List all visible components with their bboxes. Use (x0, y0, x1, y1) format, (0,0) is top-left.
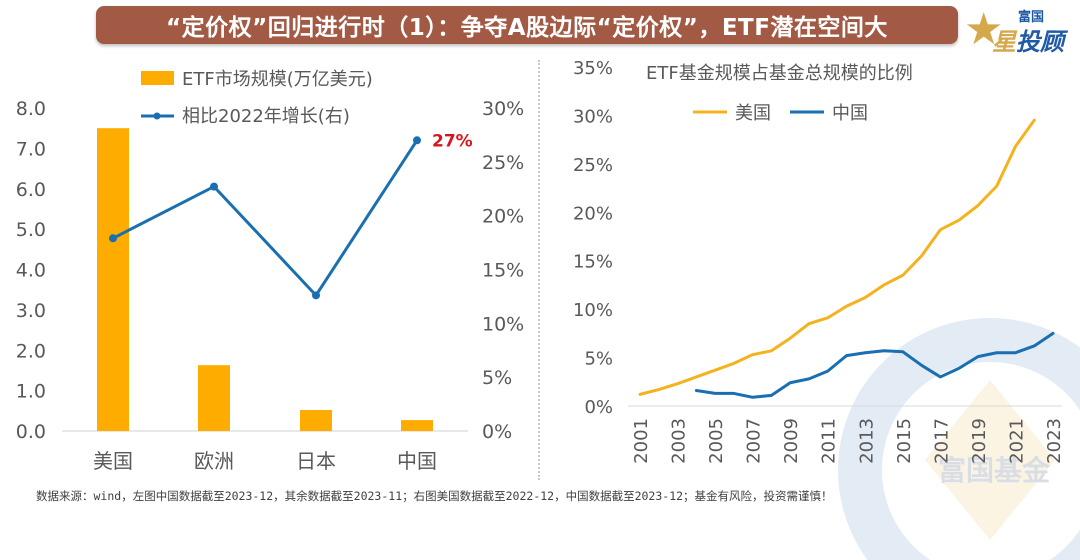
us-share-line (638, 118, 1036, 396)
right-y-axis: 0% 5% 10% 15% 20% 25% 30% (482, 98, 524, 443)
annotations: 27% (432, 131, 473, 151)
x-tick-label: 2009 (781, 418, 802, 464)
x-axis-labels: 2001 2003 2005 2007 2009 2011 2013 2015 2017 2019… (631, 418, 1065, 464)
logo-top-text: 富国 (1018, 10, 1045, 25)
bar (97, 128, 129, 431)
y-tick-label: 35% (573, 58, 613, 79)
right-y-tick-label: 10% (482, 313, 524, 335)
x-category-label: 美国 (93, 449, 133, 473)
growth-point (210, 182, 218, 191)
x-tick-label: 2017 (931, 418, 952, 464)
x-tick-label: 2001 (631, 418, 652, 464)
x-tick-label: 2011 (819, 418, 840, 464)
growth-point (109, 234, 117, 243)
bar (300, 410, 332, 431)
x-tick-label: 2013 (856, 418, 877, 464)
legend-line-marker (153, 112, 161, 120)
legend-us-label: 美国 (735, 103, 771, 124)
x-tick-label: 2003 (669, 418, 690, 464)
x-axis-labels: 美国 欧洲 日本 中国 (93, 449, 437, 473)
x-tick-label: 2015 (894, 418, 915, 464)
x-category-label: 中国 (397, 449, 437, 473)
title-banner: “定价权”回归进行时（1）：争夺A股边际“定价权”，ETF潜在空间大 (96, 6, 958, 44)
brand-logo: ★ 富国 星投顾 (964, 4, 1076, 57)
star-icon: ★ (964, 4, 1004, 55)
left-y-tick-label: 3.0 (16, 300, 46, 322)
left-y-tick-label: 6.0 (16, 179, 46, 201)
data-label-china: 27% (432, 131, 473, 151)
left-y-tick-label: 8.0 (16, 98, 46, 120)
data-source-note: 数据来源：wind，左图中国数据截至2023-12，其余数据截至2023-11；… (36, 489, 833, 503)
bar (401, 420, 433, 431)
page-title: “定价权”回归进行时（1）：争夺A股边际“定价权”，ETF潜在空间大 (166, 15, 888, 41)
left-y-tick-label: 7.0 (16, 138, 46, 160)
left-y-tick-label: 0.0 (16, 421, 46, 443)
legend-bar-swatch (141, 71, 174, 85)
left-y-tick-label: 5.0 (16, 219, 46, 241)
right-y-tick-label: 0% (482, 421, 512, 443)
x-tick-label: 2007 (744, 418, 765, 464)
right-y-tick-label: 25% (482, 152, 524, 174)
y-tick-label: 15% (573, 252, 613, 273)
x-tick-label: 2023 (1044, 418, 1065, 464)
x-tick-label: 2005 (706, 418, 727, 464)
bar (198, 365, 230, 431)
right-y-tick-label: 30% (482, 98, 524, 120)
legend-cn-label: 中国 (832, 103, 868, 124)
x-tick-label: 2019 (969, 418, 990, 464)
line-series (638, 118, 1055, 399)
china-share-line (694, 331, 1055, 399)
legend-line-label: 相比2022年增长(右) (182, 106, 350, 127)
logo-main-text: 星投顾 (992, 28, 1064, 56)
growth-point (413, 136, 421, 145)
y-tick-label: 10% (573, 300, 613, 321)
y-axis: 0% 5% 10% 15% 20% 25% 30% 35% (573, 58, 613, 418)
growth-point (312, 291, 320, 300)
etf-market-size-chart: ETF市场规模(万亿美元) 相比2022年增长(右) 0.0 1.0 2.0 3.0 4… (16, 69, 524, 473)
y-tick-label: 5% (584, 349, 613, 370)
etf-share-chart: ETF基金规模占基金总规模的比例 美国 中国 0% 5% 10% 15% 20% 25% 3… (573, 58, 1065, 464)
y-tick-label: 30% (573, 106, 613, 127)
legend-bar-label: ETF市场规模(万亿美元) (182, 69, 373, 90)
x-tick-label: 2021 (1006, 418, 1027, 464)
left-y-axis: 0.0 1.0 2.0 3.0 4.0 5.0 6.0 7.0 8.0 (16, 98, 46, 443)
y-tick-label: 25% (573, 155, 613, 176)
bar-series (97, 128, 433, 431)
chart-divider (538, 60, 540, 480)
right-y-tick-label: 15% (482, 260, 524, 282)
right-chart-legend: 美国 中国 (693, 103, 868, 124)
left-chart-legend: ETF市场规模(万亿美元) 相比2022年增长(右) (141, 69, 373, 127)
left-y-tick-label: 1.0 (16, 381, 46, 403)
right-y-tick-label: 20% (482, 206, 524, 228)
right-y-tick-label: 5% (482, 367, 512, 389)
left-y-tick-label: 4.0 (16, 260, 46, 282)
growth-line-series (109, 136, 421, 300)
growth-line (112, 139, 419, 297)
left-y-tick-label: 2.0 (16, 340, 46, 362)
x-category-label: 欧洲 (194, 449, 234, 473)
x-category-label: 日本 (296, 449, 336, 473)
y-tick-label: 20% (573, 203, 613, 224)
right-chart-title: ETF基金规模占基金总规模的比例 (646, 63, 913, 84)
y-tick-label: 0% (584, 397, 613, 418)
